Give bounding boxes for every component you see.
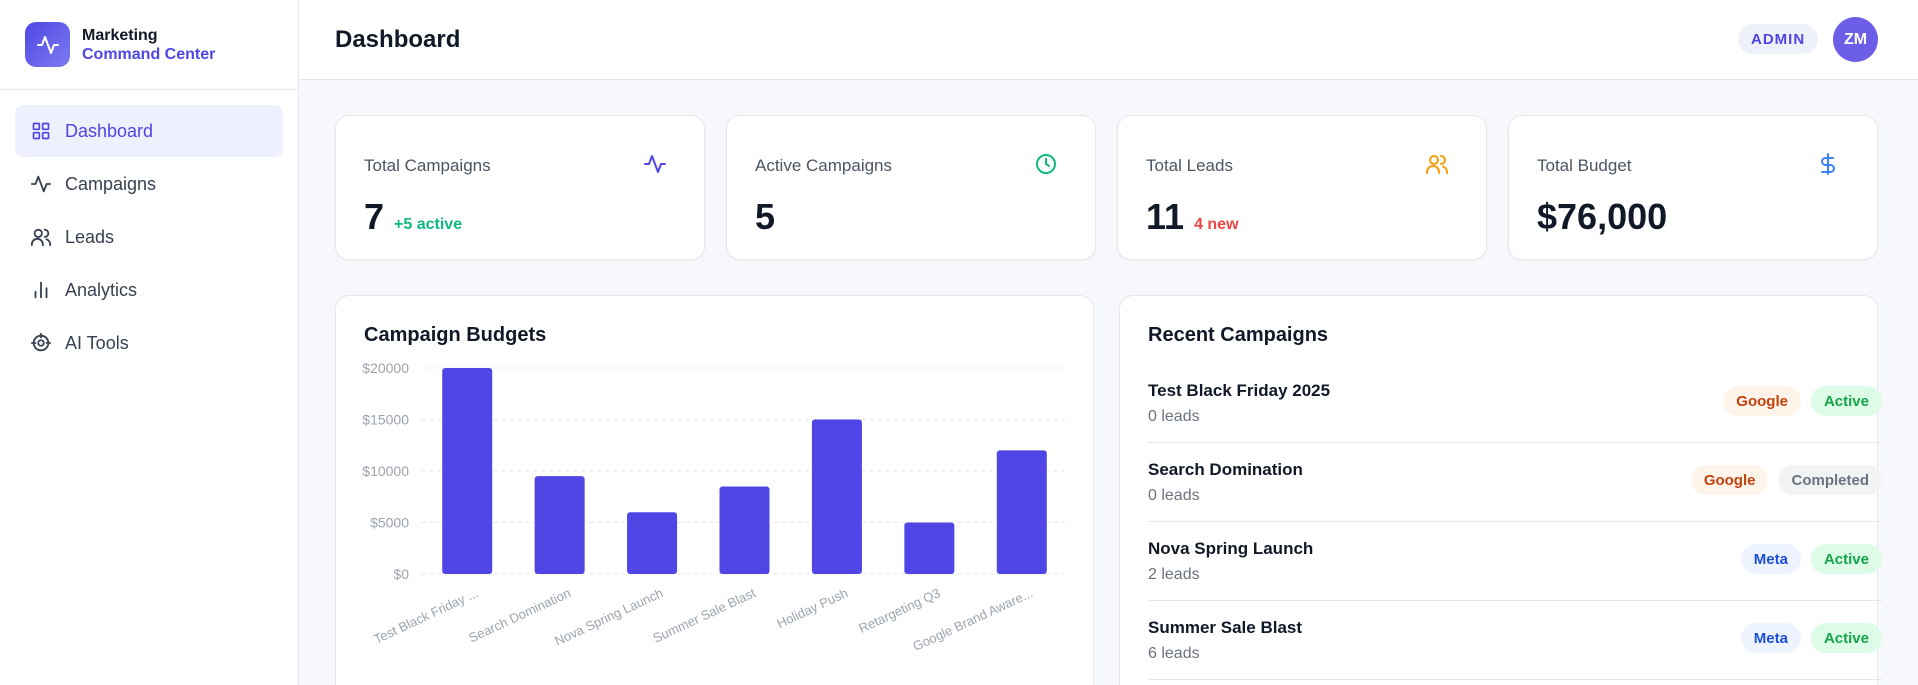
y-tick-label: $5000 (370, 515, 409, 531)
brand-subtitle: Command Center (82, 45, 216, 63)
bar (904, 522, 955, 574)
budget-bar-chart: $0 $5000 $10000 $15000 $20000 Test Black Frid… (362, 360, 1068, 654)
bar (996, 450, 1047, 574)
platform-badge: Meta (1740, 544, 1801, 574)
grid-icon (30, 120, 52, 142)
stat-label: Total Budget (1537, 156, 1632, 175)
clock-icon (1033, 151, 1059, 177)
bar-chart-icon (30, 279, 52, 301)
bar (627, 512, 678, 574)
y-tick-label: $0 (393, 566, 409, 582)
platform-badge: Meta (1740, 623, 1801, 653)
y-tick-label: $20000 (362, 360, 409, 376)
stat-label: Active Campaigns (755, 156, 893, 175)
sidebar-item-analytics[interactable]: Analytics (15, 264, 283, 316)
campaign-leads: 0 leads (1148, 487, 1200, 504)
x-tick-label: Holiday Push (774, 585, 850, 631)
sidebar-item-ai-tools[interactable]: AI Tools (15, 317, 283, 369)
recent-campaigns-panel: Recent Campaigns Test Black Friday 2025 … (1119, 295, 1882, 685)
brand[interactable]: Marketing Command Center (0, 0, 298, 90)
y-tick-label: $10000 (362, 463, 409, 479)
sidebar-item-leads[interactable]: Leads (15, 211, 283, 263)
stat-label: Total Leads (1146, 156, 1233, 175)
x-tick-label: Retargeting Q3 (856, 585, 942, 636)
y-tick-label: $15000 (362, 412, 409, 428)
campaign-leads: 0 leads (1148, 408, 1200, 425)
campaign-name: Search Domination (1148, 460, 1303, 479)
status-badge: Active (1810, 544, 1882, 574)
page-title: Dashboard (335, 26, 461, 53)
panel-title: Recent Campaigns (1148, 324, 1329, 346)
status-badge: Active (1810, 386, 1882, 416)
avatar[interactable]: ZM (1833, 17, 1878, 62)
sidebar-item-label: Dashboard (65, 120, 154, 141)
stat-note: 4 new (1194, 216, 1239, 233)
sidebar-item-label: Analytics (65, 279, 138, 300)
sidebar: Marketing Command Center Dashboard Campa… (0, 0, 299, 685)
sidebar-nav: Dashboard Campaigns Leads Analytics AI T… (0, 90, 298, 385)
campaign-leads: 6 leads (1148, 645, 1200, 662)
bar (719, 486, 770, 574)
stat-label: Total Campaigns (364, 156, 491, 175)
bar (811, 419, 862, 574)
sidebar-item-label: Campaigns (65, 173, 157, 194)
activity-icon (30, 173, 52, 195)
list-item[interactable]: Test Black Friday 2025 0 leads Google Ac… (1148, 364, 1882, 443)
list-item[interactable]: Search Domination 0 leads Google Complet… (1148, 443, 1882, 522)
x-tick-label: Summer Sale Blast (651, 585, 759, 646)
status-badge: Completed (1778, 465, 1882, 495)
stat-card-total-leads: Total Leads 11 4 new (1117, 115, 1487, 260)
campaign-name: Summer Sale Blast (1148, 618, 1303, 637)
stat-value: $76,000 (1537, 196, 1668, 237)
x-tick-label: Test Black Friday ... (371, 585, 480, 647)
dollar-icon (1815, 151, 1841, 177)
bar (534, 476, 585, 574)
platform-badge: Google (1723, 386, 1801, 416)
users-icon (30, 226, 52, 248)
stat-card-active-campaigns: Active Campaigns 5 (726, 115, 1096, 260)
stat-note: +5 active (394, 216, 463, 233)
stat-value: 5 (755, 196, 776, 237)
campaign-name: Nova Spring Launch (1148, 539, 1314, 558)
stat-card-total-campaigns: Total Campaigns 7 +5 active (335, 115, 705, 260)
activity-icon (642, 151, 668, 177)
status-badge: Active (1810, 623, 1882, 653)
stat-value: 11 (1146, 196, 1185, 237)
list-item[interactable]: Nova Spring Launch 2 leads Meta Active (1148, 522, 1882, 601)
panel-title: Campaign Budgets (364, 324, 547, 346)
role-badge: ADMIN (1738, 24, 1819, 54)
stat-card-total-budget: Total Budget $76,000 (1508, 115, 1878, 260)
stat-value: 7 (364, 196, 385, 237)
sidebar-item-label: AI Tools (65, 332, 129, 353)
campaign-leads: 2 leads (1148, 566, 1200, 583)
activity-icon (25, 22, 70, 67)
bar (442, 368, 493, 574)
recent-campaigns-list: Test Black Friday 2025 0 leads Google Ac… (1148, 364, 1882, 680)
campaign-budgets-panel: Campaign Budgets $0 $5000 $10000 $15000 $200… (335, 295, 1094, 685)
list-item[interactable]: Summer Sale Blast 6 leads Meta Active (1148, 601, 1882, 680)
sidebar-item-label: Leads (65, 226, 115, 247)
users-icon (1424, 151, 1450, 177)
top-header: Dashboard ADMIN ZM (299, 0, 1918, 80)
sidebar-item-dashboard[interactable]: Dashboard (15, 105, 283, 157)
sidebar-item-campaigns[interactable]: Campaigns (15, 158, 283, 210)
campaign-name: Test Black Friday 2025 (1148, 381, 1331, 400)
bot-icon (30, 332, 52, 354)
platform-badge: Google (1690, 465, 1769, 495)
brand-title: Marketing (82, 26, 158, 44)
